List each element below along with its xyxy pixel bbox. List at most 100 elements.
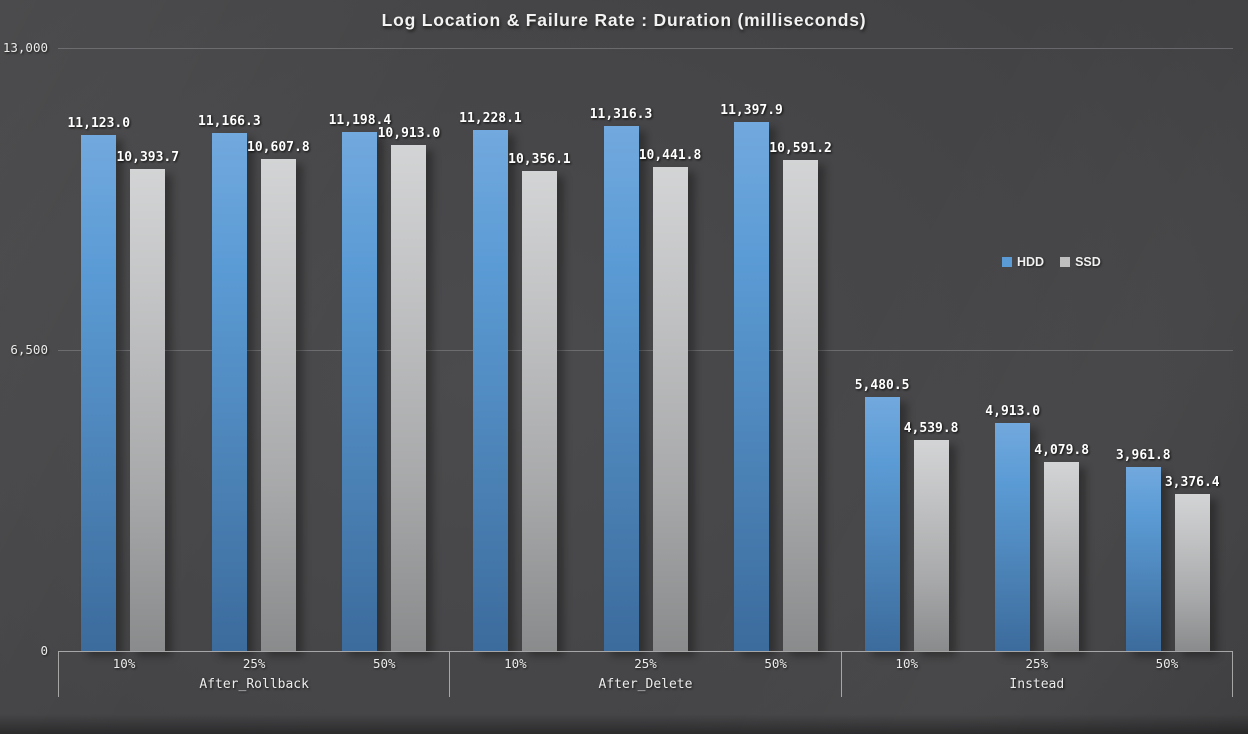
bar-wrap: 11,198.4 [329, 113, 391, 651]
y-tick-label: 6,500 [10, 341, 48, 357]
bar-value-label: 11,228.1 [459, 111, 522, 127]
x-axis-group: 10% 25% 50% After_Delete [449, 652, 840, 697]
bar-value-label: 11,198.4 [328, 112, 392, 128]
x-axis-group: 10% 25% 50% After_Rollback [58, 652, 449, 697]
x-tick-row: 10% 25% 50% [842, 652, 1232, 675]
category-cell: 11,316.3 10,441.8 [580, 48, 711, 651]
ssd-bar[interactable] [260, 159, 296, 651]
bar-value-label: 10,356.1 [508, 151, 571, 167]
bar-wrap: 11,316.3 [590, 107, 652, 651]
bottom-shadow [0, 714, 1248, 734]
bar-wrap: 11,123.0 [67, 116, 130, 651]
bar-value-label: 11,397.9 [720, 103, 783, 119]
hdd-bar[interactable] [472, 130, 508, 651]
category-cell: 11,198.4 10,913.0 [319, 48, 450, 651]
ssd-bar[interactable] [783, 159, 819, 651]
hdd-bar[interactable] [211, 133, 247, 651]
bar-value-label: 4,079.8 [1034, 442, 1090, 458]
ssd-bar[interactable] [1044, 461, 1080, 651]
category-cell: 11,397.9 10,591.2 [711, 48, 842, 651]
ssd-bar[interactable] [652, 166, 688, 651]
bar-value-label: 11,123.0 [67, 116, 131, 132]
hdd-bar[interactable] [1125, 467, 1161, 651]
category-cell: 3,961.8 3,376.4 [1102, 48, 1233, 651]
legend-label: HDD [1017, 255, 1045, 269]
x-group-label: After_Rollback [199, 677, 309, 692]
bar-wrap: 11,166.3 [198, 114, 261, 651]
bar-value-label: 4,539.8 [903, 421, 959, 437]
x-group-label: After_Delete [598, 677, 693, 692]
bar-wrap: 10,913.0 [378, 126, 440, 651]
ssd-bar[interactable] [913, 440, 949, 651]
x-tick-label: 50% [372, 656, 396, 671]
bar-wrap: 11,228.1 [459, 111, 522, 651]
bar-wrap: 11,397.9 [720, 103, 783, 651]
bar-wrap: 4,079.8 [1034, 443, 1089, 651]
legend-item-ssd[interactable]: SSD [1060, 255, 1101, 269]
y-tick-label: 13,000 [2, 40, 48, 55]
bar-wrap: 10,393.7 [116, 150, 179, 651]
gridline [58, 349, 1233, 351]
ssd-bar[interactable] [391, 144, 427, 651]
ssd-swatch-icon [1060, 257, 1071, 267]
x-axis-group: 10% 25% 50% Instead [840, 652, 1233, 697]
x-tick-label: 10% [895, 656, 918, 671]
bar-value-label: 10,591.2 [769, 140, 832, 156]
bar-wrap: 3,376.4 [1165, 475, 1220, 651]
ssd-bar[interactable] [130, 168, 166, 651]
x-tick-label: 10% [112, 656, 136, 671]
plot-area: 11,123.0 10,393.7 11,166.3 10,607.8 11,198.4… [58, 48, 1233, 651]
y-tick-label: 0 [40, 643, 48, 658]
bar-value-label: 10,441.8 [638, 147, 702, 163]
legend-label: SSD [1075, 255, 1101, 269]
bar-wrap: 4,913.0 [985, 404, 1040, 651]
hdd-bar[interactable] [81, 135, 117, 651]
y-axis: 13,000 6,500 0 [0, 0, 48, 734]
bar-wrap: 4,539.8 [904, 421, 959, 651]
bar-wrap: 10,441.8 [639, 148, 701, 651]
category-cell: 5,480.5 4,539.8 [841, 48, 972, 651]
bar-value-label: 3,961.8 [1115, 448, 1171, 464]
category-cell: 11,228.1 10,356.1 [450, 48, 581, 651]
hdd-bar[interactable] [603, 126, 639, 651]
category-cell: 11,166.3 10,607.8 [189, 48, 320, 651]
bar-wrap: 10,607.8 [247, 140, 310, 651]
bar-group-after_delete: 11,228.1 10,356.1 11,316.3 10,441.8 11,397.9… [450, 48, 842, 651]
bar-value-label: 11,166.3 [198, 114, 261, 130]
chart-title: Log Location & Failure Rate : Duration (… [381, 10, 867, 30]
x-tick-label: 50% [764, 656, 787, 671]
bar-value-label: 5,480.5 [854, 377, 910, 393]
bar-wrap: 3,961.8 [1116, 448, 1171, 651]
x-tick-row: 10% 25% 50% [450, 652, 840, 675]
x-tick-label: 25% [242, 656, 266, 671]
hdd-swatch-icon [1002, 257, 1012, 267]
bar-group-after_rollback: 11,123.0 10,393.7 11,166.3 10,607.8 11,198.4… [58, 48, 450, 651]
hdd-bar[interactable] [342, 131, 378, 651]
bar-value-label: 4,913.0 [985, 404, 1041, 420]
x-tick-label: 25% [634, 656, 657, 671]
bar-wrap: 10,356.1 [508, 152, 571, 651]
gridline [58, 48, 1233, 49]
bar-value-label: 10,607.8 [247, 140, 310, 155]
hdd-bar[interactable] [734, 122, 770, 651]
legend-item-hdd[interactable]: HDD [1002, 255, 1044, 269]
category-cell: 4,913.0 4,079.8 [972, 48, 1103, 651]
bar-wrap: 10,591.2 [769, 141, 832, 651]
ssd-bar[interactable] [1174, 494, 1210, 651]
bar-value-label: 10,913.0 [377, 125, 441, 141]
hdd-bar[interactable] [864, 396, 900, 651]
ssd-bar[interactable] [521, 170, 557, 651]
x-tick-label: 25% [1025, 656, 1049, 671]
x-group-label: Instead [1009, 677, 1065, 692]
bar-value-label: 10,393.7 [116, 149, 180, 165]
bar-group-instead: 5,480.5 4,539.8 4,913.0 4,079.8 3,961.8 3,376… [841, 48, 1233, 651]
category-cell: 11,123.0 10,393.7 [58, 48, 189, 651]
x-axis: 10% 25% 50% After_Rollback 10% 25% 50% After_De… [58, 651, 1233, 697]
x-tick-label: 10% [504, 656, 527, 671]
bar-value-label: 11,316.3 [589, 107, 653, 123]
x-tick-label: 50% [1155, 656, 1179, 671]
bar-value-label: 3,376.4 [1164, 475, 1220, 491]
legend[interactable]: HDD SSD [1002, 255, 1101, 269]
hdd-bar[interactable] [995, 423, 1031, 651]
